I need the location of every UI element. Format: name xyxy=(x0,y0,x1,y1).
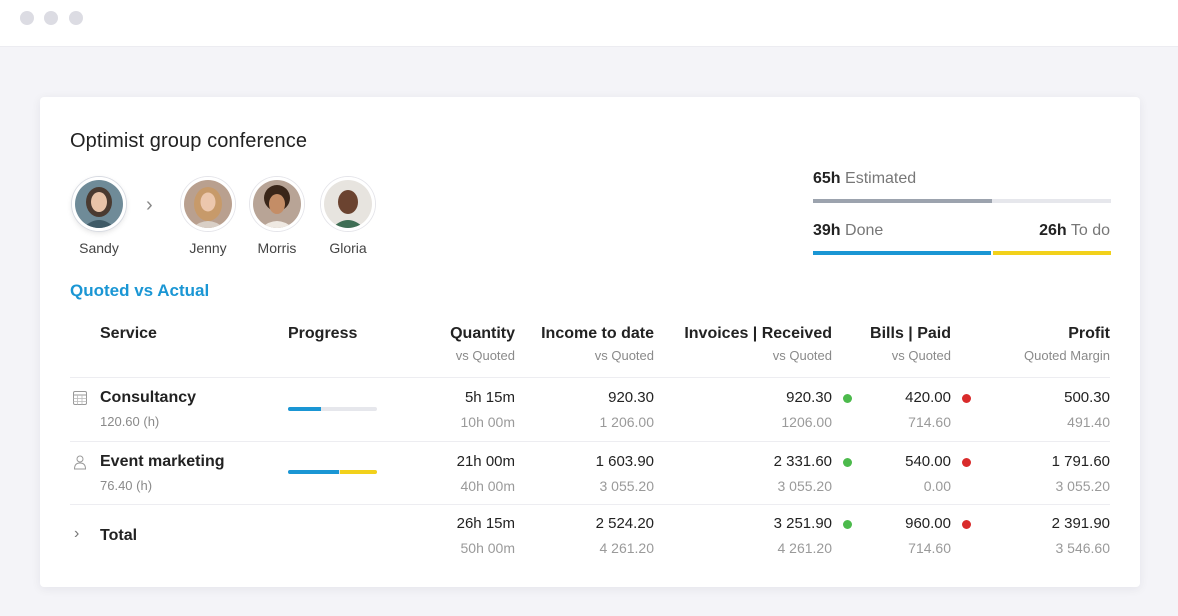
status-dot-red xyxy=(962,394,971,403)
header-progress[interactable]: Progress xyxy=(288,325,358,342)
header-profit-sub: Quoted Margin xyxy=(1024,348,1110,363)
divider xyxy=(70,504,1110,505)
profit-value: 500.30 xyxy=(1064,389,1110,406)
quantity-quoted: 10h 00m xyxy=(460,414,515,430)
quantity-value: 5h 15m xyxy=(464,389,515,406)
header-bills[interactable]: Bills | Paid xyxy=(870,325,951,342)
done-label: Done xyxy=(845,222,884,239)
invoices-value: 2 331.60 xyxy=(773,453,832,470)
invoices-quoted: 1206.00 xyxy=(781,414,832,430)
window-minimize-dot[interactable] xyxy=(44,11,58,25)
team-lead[interactable]: Sandy xyxy=(69,177,129,256)
service-name[interactable]: Consultancy xyxy=(100,389,197,406)
bills-value: 540.00 xyxy=(905,453,951,470)
service-hours: 120.60 (h) xyxy=(100,414,160,429)
income-quoted: 1 206.00 xyxy=(599,414,655,430)
header-service[interactable]: Service xyxy=(100,325,157,342)
header-quantity[interactable]: Quantity xyxy=(450,325,515,342)
income-value: 1 603.90 xyxy=(595,453,654,470)
avatar-jenny-icon xyxy=(181,177,235,231)
header-profit[interactable]: Profit xyxy=(1068,325,1110,342)
progress-bar xyxy=(288,407,377,411)
todo-label: To do xyxy=(1070,222,1110,239)
invoices-quoted: 4 261.20 xyxy=(777,540,833,556)
service-name[interactable]: Event marketing xyxy=(100,453,225,470)
window-close-dot[interactable] xyxy=(20,11,34,25)
bills-quoted: 0.00 xyxy=(923,478,951,494)
bills-quoted: 714.60 xyxy=(908,540,951,556)
progress-todo-fill xyxy=(340,470,377,474)
bills-value: 420.00 xyxy=(905,389,951,406)
estimated-bar xyxy=(813,199,1111,203)
quantity-value: 21h 00m xyxy=(456,453,515,470)
quantity-value: 26h 15m xyxy=(456,515,515,532)
status-dot-red xyxy=(962,458,971,467)
status-dot-green xyxy=(843,520,852,529)
income-value: 920.30 xyxy=(608,389,654,406)
profit-value: 1 791.60 xyxy=(1051,453,1110,470)
user-icon xyxy=(73,455,87,470)
bills-value: 960.00 xyxy=(905,515,951,532)
divider xyxy=(70,377,1110,378)
hours-estimated: 65h Estimated xyxy=(813,170,1111,188)
progress-done-fill xyxy=(288,407,321,411)
divider xyxy=(70,441,1110,442)
calendar-grid-icon xyxy=(73,391,87,405)
hours-todo: 26h To do xyxy=(1039,222,1110,240)
todo-bar-fill xyxy=(993,251,1111,255)
estimated-bar-fill xyxy=(813,199,992,203)
profit-margin: 3 546.60 xyxy=(1055,540,1111,556)
team-member[interactable]: Morris xyxy=(247,177,307,256)
window-maximize-dot[interactable] xyxy=(69,11,83,25)
team-member[interactable]: Jenny xyxy=(178,177,238,256)
chevron-right-icon: › xyxy=(146,194,153,216)
avatar-morris-icon xyxy=(250,177,304,231)
todo-value: 26h xyxy=(1039,222,1067,239)
hours-done: 39h Done xyxy=(813,222,883,240)
window-titlebar xyxy=(0,0,1178,47)
person-name: Gloria xyxy=(329,240,367,256)
header-invoices-sub: vs Quoted xyxy=(772,348,832,363)
invoices-quoted: 3 055.20 xyxy=(777,478,833,494)
service-hours: 76.40 (h) xyxy=(100,478,153,493)
quantity-quoted: 50h 00m xyxy=(460,540,515,556)
avatar-gloria-icon xyxy=(321,177,375,231)
header-bills-sub: vs Quoted xyxy=(891,348,951,363)
profit-margin: 491.40 xyxy=(1067,414,1110,430)
progress-bar xyxy=(288,470,377,474)
header-income-sub: vs Quoted xyxy=(594,348,654,363)
chevron-right-icon[interactable]: › xyxy=(74,525,80,542)
invoices-value: 920.30 xyxy=(786,389,832,406)
quantity-quoted: 40h 00m xyxy=(460,478,515,494)
done-todo-bar xyxy=(813,251,1111,255)
income-quoted: 3 055.20 xyxy=(599,478,655,494)
project-title: Optimist group conference xyxy=(70,130,308,152)
estimated-value: 65h xyxy=(813,170,841,187)
done-value: 39h xyxy=(813,222,841,239)
done-bar-fill xyxy=(813,251,991,255)
income-value: 2 524.20 xyxy=(595,515,654,532)
status-dot-green xyxy=(843,458,852,467)
total-label: Total xyxy=(100,527,138,544)
progress-done-fill xyxy=(288,470,339,474)
header-income[interactable]: Income to date xyxy=(541,325,654,342)
profit-margin: 3 055.20 xyxy=(1055,478,1111,494)
header-invoices[interactable]: Invoices | Received xyxy=(684,325,832,342)
estimated-label: Estimated xyxy=(845,170,917,187)
section-quoted-vs-actual[interactable]: Quoted vs Actual xyxy=(70,281,210,300)
person-name: Morris xyxy=(257,240,297,256)
status-dot-red xyxy=(962,520,971,529)
income-quoted: 4 261.20 xyxy=(599,540,655,556)
avatar-sandy-icon xyxy=(72,177,126,231)
header-quantity-sub: vs Quoted xyxy=(455,348,515,363)
person-name: Sandy xyxy=(79,240,119,256)
person-name: Jenny xyxy=(189,240,227,256)
project-card: Optimist group conference Sandy › Jenny xyxy=(40,97,1140,587)
status-dot-green xyxy=(843,394,852,403)
profit-value: 2 391.90 xyxy=(1051,515,1110,532)
invoices-value: 3 251.90 xyxy=(773,515,832,532)
team-member[interactable]: Gloria xyxy=(318,177,378,256)
bills-quoted: 714.60 xyxy=(908,414,951,430)
